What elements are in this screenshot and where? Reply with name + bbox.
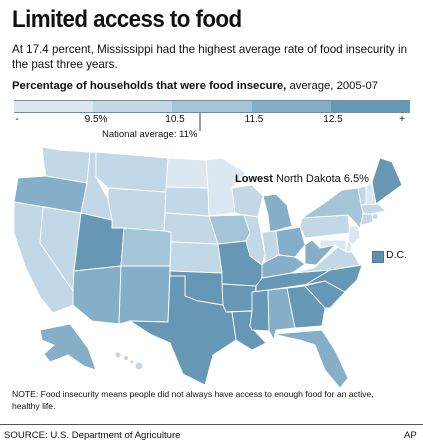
credit-line: AP [404, 430, 417, 441]
state-SD [164, 186, 210, 217]
lowest-callout: Lowest North Dakota 6.5% [235, 173, 369, 185]
map-title: Limited access to food [12, 6, 242, 33]
state-ND [165, 157, 209, 189]
state-NJ [347, 225, 361, 246]
state-AK [39, 323, 97, 371]
map-subtitle: At 17.4 percent, Mississippi had the hig… [12, 43, 408, 71]
state-NM [118, 265, 171, 325]
state-HI [114, 351, 144, 371]
state-AR [221, 283, 257, 313]
lowest-callout-rest: North Dakota 6.5% [272, 173, 369, 185]
legend-tick-low: - [15, 114, 19, 125]
state-WI [231, 184, 264, 218]
dc-label: D.C. [386, 249, 407, 261]
state-OH [275, 226, 306, 258]
state-MT [95, 151, 169, 193]
lowest-callout-bold: Lowest [235, 173, 273, 185]
legend-swatch-4 [330, 101, 411, 112]
state-CT [360, 213, 374, 226]
legend-swatch-3 [251, 101, 331, 112]
state-KS [169, 241, 223, 274]
legend-swatch-0 [14, 101, 94, 112]
legend-tick-1: 9.5% [84, 114, 108, 125]
state-TX [128, 275, 237, 386]
legend-tick-high: + [399, 114, 405, 125]
state-DE [345, 238, 353, 253]
footnote: NOTE: Food insecurity means people did n… [12, 389, 374, 411]
source-line: SOURCE: U.S. Department of Agriculture [4, 430, 181, 441]
state-ME [371, 157, 403, 205]
state-MS [249, 289, 270, 332]
legend-tick-3: 11.5 [244, 114, 264, 125]
state-IL [243, 214, 266, 266]
legend-heading: Percentage of households that were food … [12, 80, 378, 92]
legend-heading-bold: Percentage of households that were food … [12, 80, 287, 92]
state-AZ [72, 265, 122, 325]
state-PA [299, 214, 351, 239]
legend-tick-2: 10.5 [165, 114, 185, 125]
state-VA [291, 244, 361, 274]
state-MA [360, 203, 387, 215]
legend-swatch-2 [172, 101, 252, 112]
state-MD [319, 239, 347, 253]
footer-divider [0, 424, 423, 425]
state-FL [273, 329, 349, 389]
dc-swatch [372, 251, 384, 263]
state-CO [120, 227, 172, 267]
state-WY [107, 187, 167, 232]
state-MI [262, 193, 293, 233]
legend-heading-rest: average, 2005-07 [286, 80, 379, 92]
state-GA [286, 285, 326, 329]
legend-swatch-1 [93, 101, 173, 112]
legend-tick-4: 12.5 [323, 114, 343, 125]
legend-color-bar [14, 100, 411, 113]
national-average-label: National average: 11% [102, 129, 198, 140]
